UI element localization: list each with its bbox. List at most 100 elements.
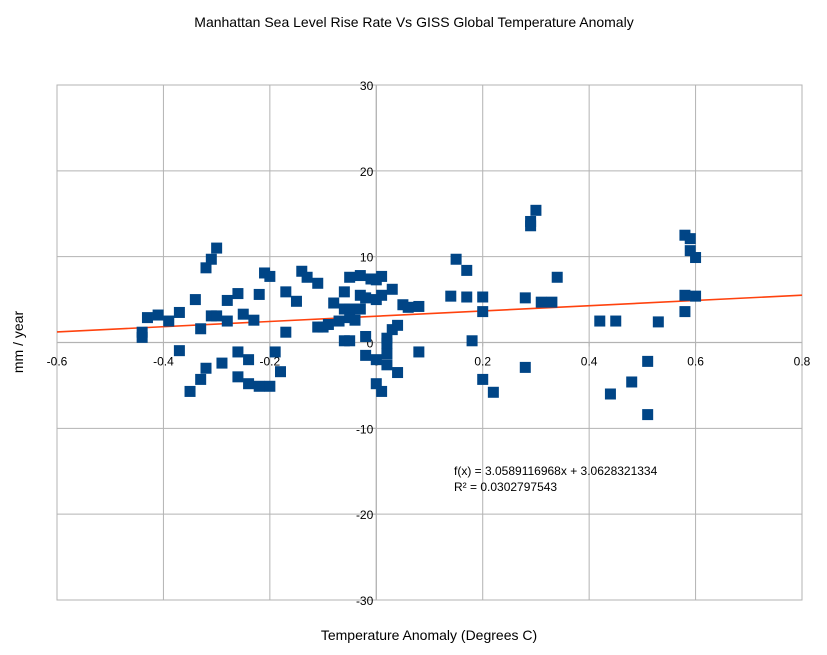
- x-tick-label: 0.4: [581, 355, 598, 369]
- data-point: [690, 290, 702, 302]
- data-point: [269, 346, 281, 358]
- data-point: [163, 315, 175, 327]
- data-point: [301, 271, 313, 283]
- data-point: [450, 253, 462, 265]
- x-tick-label: -0.2: [260, 355, 281, 369]
- data-point: [376, 289, 388, 301]
- data-point: [642, 409, 654, 421]
- data-point: [381, 337, 393, 349]
- y-tick-label: -30: [356, 594, 374, 608]
- data-point: [200, 362, 212, 374]
- trendline-group: [56, 294, 803, 333]
- data-point: [237, 308, 249, 320]
- data-point: [652, 316, 664, 328]
- data-point: [184, 385, 196, 397]
- data-point: [264, 270, 276, 282]
- data-point: [477, 291, 489, 303]
- data-point: [211, 242, 223, 254]
- y-tick-label: -10: [356, 422, 374, 436]
- data-point: [280, 286, 292, 298]
- data-point: [211, 310, 223, 322]
- data-point: [519, 361, 531, 373]
- data-point: [376, 385, 388, 397]
- data-point: [338, 286, 350, 298]
- data-point: [626, 376, 638, 388]
- data-point: [136, 331, 148, 343]
- data-point: [221, 315, 233, 327]
- data-point: [445, 290, 457, 302]
- data-point: [333, 315, 345, 327]
- y-tick-label: -20: [356, 508, 374, 522]
- data-point: [381, 359, 393, 371]
- data-point: [402, 301, 414, 313]
- data-point: [243, 354, 255, 366]
- data-point: [232, 371, 244, 383]
- y-tick-label: 20: [360, 165, 374, 179]
- data-point: [360, 349, 372, 361]
- data-point: [466, 335, 478, 347]
- data-point: [684, 245, 696, 257]
- data-point: [248, 314, 260, 326]
- data-point: [461, 291, 473, 303]
- y-tick-label: 30: [360, 79, 374, 93]
- y-tick-label: 0: [367, 337, 374, 351]
- data-point: [392, 367, 404, 379]
- data-point: [477, 306, 489, 318]
- data-point: [173, 345, 185, 357]
- data-point: [413, 346, 425, 358]
- data-point: [376, 270, 388, 282]
- data-point: [551, 271, 563, 283]
- axes: [56, 84, 803, 601]
- data-point: [370, 378, 382, 390]
- data-point: [195, 323, 207, 335]
- x-tick-label: 0.8: [794, 355, 811, 369]
- data-point: [679, 289, 691, 301]
- data-point: [530, 204, 542, 216]
- data-point: [173, 306, 185, 318]
- chart-title: Manhattan Sea Level Rise Rate Vs GISS Gl…: [194, 14, 633, 30]
- data-point: [205, 253, 217, 265]
- data-point: [354, 270, 366, 282]
- data-point: [200, 262, 212, 274]
- data-point: [594, 315, 606, 327]
- data-point: [221, 294, 233, 306]
- data-point: [216, 357, 228, 369]
- x-axis-title: Temperature Anomaly (Degrees C): [321, 627, 537, 643]
- data-point: [690, 252, 702, 264]
- data-point: [392, 319, 404, 331]
- data-point: [360, 330, 372, 342]
- data-point: [461, 264, 473, 276]
- data-point: [354, 303, 366, 315]
- data-point: [642, 355, 654, 367]
- data-point: [344, 271, 356, 283]
- data-point: [312, 277, 324, 289]
- data-point: [344, 303, 356, 315]
- data-point: [477, 373, 489, 385]
- data-point: [370, 354, 382, 366]
- data-point: [195, 373, 207, 385]
- data-point: [349, 314, 361, 326]
- data-point: [141, 312, 153, 324]
- data-point: [290, 295, 302, 307]
- data-point: [232, 346, 244, 358]
- y-axis-title: mm / year: [10, 311, 26, 374]
- data-point: [344, 335, 356, 347]
- tick-labels: -30-20-100102030-0.6-0.4-0.200.20.40.60.…: [47, 79, 811, 608]
- data-point: [232, 288, 244, 300]
- y-tick-label: 10: [360, 251, 374, 265]
- data-point: [525, 220, 537, 232]
- data-point: [535, 296, 547, 308]
- data-point: [487, 386, 499, 398]
- data-point: [296, 265, 308, 277]
- data-point: [381, 348, 393, 360]
- data-point: [546, 296, 558, 308]
- data-point: [679, 306, 691, 318]
- data-point: [604, 388, 616, 400]
- data-point: [360, 292, 372, 304]
- trendline: [56, 294, 803, 333]
- data-point: [264, 380, 276, 392]
- data-point: [189, 294, 201, 306]
- trendline-equation: f(x) = 3.0589116968x + 3.0628321334: [454, 464, 658, 478]
- data-point: [413, 300, 425, 312]
